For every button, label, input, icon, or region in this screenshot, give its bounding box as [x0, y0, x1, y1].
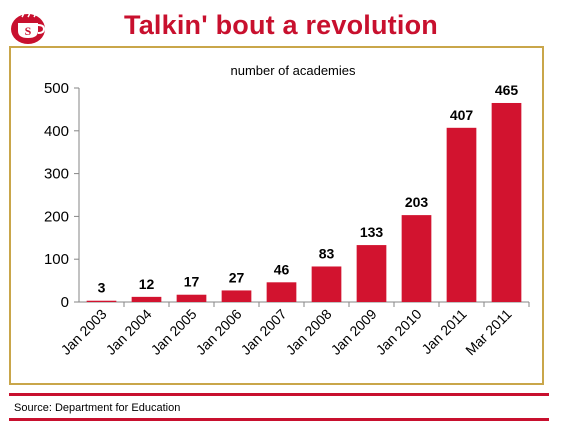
data-label: 465: [495, 82, 519, 98]
x-tick-label: Jan 2006: [193, 306, 245, 358]
x-tick-label: Jan 2004: [103, 306, 155, 358]
y-tick-label: 200: [44, 208, 69, 225]
x-tick-label: Jan 2007: [238, 306, 290, 358]
bar: [266, 282, 297, 302]
chart-subtitle: number of academies: [230, 63, 356, 78]
bar: [86, 300, 117, 302]
y-tick-label: 400: [44, 123, 69, 140]
x-tick-label: Jan 2008: [283, 306, 335, 358]
bar: [131, 296, 162, 302]
x-tick-label: Jan 2003: [58, 306, 110, 358]
data-label: 46: [274, 261, 290, 277]
chart-frame: number of academies 0 100 200 300 400 500 3 12…: [9, 46, 544, 385]
data-label: 17: [184, 274, 200, 290]
y-tick-label: 500: [44, 80, 69, 97]
data-label: 407: [450, 107, 474, 123]
bar: [311, 266, 342, 302]
source-note: Source: Department for Education: [14, 402, 181, 414]
x-tick-label: Mar 2011: [462, 306, 515, 359]
data-label: 83: [319, 245, 335, 261]
x-tick-label: Jan 2005: [148, 306, 200, 358]
data-label: 3: [98, 280, 106, 296]
bar: [401, 215, 432, 302]
bar: [356, 245, 387, 302]
divider-bottom: [9, 418, 549, 421]
y-tick-label: 300: [44, 166, 69, 183]
logo-letter: S: [25, 24, 32, 38]
bar: [446, 127, 477, 302]
x-tick-label: Jan 2009: [328, 306, 380, 358]
data-label: 133: [360, 224, 384, 240]
y-tick-label: 0: [61, 294, 69, 311]
data-label: 12: [139, 276, 155, 292]
bar: [176, 294, 207, 302]
x-tick-label: Jan 2010: [373, 306, 425, 358]
tea-cup-logo-icon: S: [11, 9, 46, 44]
bar-chart: number of academies 0 100 200 300 400 500 3 12…: [44, 63, 530, 359]
bar: [491, 102, 522, 302]
page-title: Talkin' bout a revolution: [124, 10, 438, 40]
data-label: 27: [229, 269, 245, 285]
bar: [221, 290, 252, 302]
y-tick-label: 100: [44, 251, 69, 268]
divider-top: [9, 393, 549, 396]
data-label: 203: [405, 194, 429, 210]
x-tick-label: Jan 2011: [418, 306, 469, 357]
